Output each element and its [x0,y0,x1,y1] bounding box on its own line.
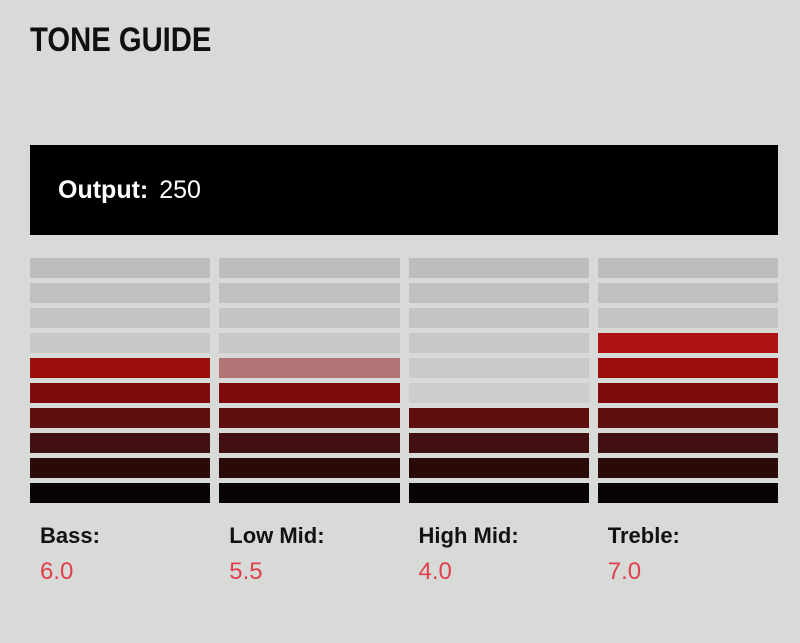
meter-segment [408,308,589,328]
channel-label: High Mid: [418,523,519,548]
meter-segment [597,283,778,303]
meter-segment [597,408,778,428]
meter-column-high-mid: High Mid: 4.0 [408,258,589,586]
meter-segment [30,483,211,503]
channel-value: 5.5 [229,558,263,585]
meter-segment [408,483,589,503]
meter-segment [408,458,589,478]
meter-segment [597,258,778,278]
meter-segment [408,283,589,303]
meter-segment [30,308,211,328]
meter-segment [30,458,211,478]
channel-label: Treble: [607,523,680,548]
meter-segment [597,308,778,328]
channel-value: 7.0 [607,558,642,585]
tone-guide-panel: TONE GUIDE Output: 250 Bass: 6.0 Low Mid: 5… [30,21,778,586]
meter-segment [219,408,400,428]
meter-segment [597,358,778,378]
meter-segment [219,283,400,303]
meter-segment [597,458,778,478]
meter-segment [597,383,778,403]
meter-segment [408,408,589,428]
meter-segment [408,383,589,403]
meter-segment [219,383,400,403]
meter-segment [30,408,211,428]
meter-segment [597,433,778,453]
meter-column-treble: Treble: 7.0 [597,258,778,586]
page-title: TONE GUIDE [30,21,212,59]
channel-value: 4.0 [418,558,452,585]
meter-segment [30,333,211,353]
output-label: Output: [58,175,149,204]
meter-column-low-mid: Low Mid: 5.5 [219,258,400,586]
meter-segment [408,433,589,453]
meter-segment [30,433,211,453]
output-value: 250 [159,175,201,204]
meter-segment [219,308,400,328]
meter-segment [408,358,589,378]
meter-segment [219,358,400,378]
meter-segment [219,333,400,353]
channel-label: Bass: [40,523,100,548]
meter-segment [597,333,778,353]
channel-label: Low Mid: [229,523,325,548]
meter-segment [30,358,211,378]
channel-value: 6.0 [40,558,74,585]
meter-segment [30,258,211,278]
meter-segment [597,483,778,503]
meter-segment [408,258,589,278]
meter-segment [219,258,400,278]
meter-segment [30,383,211,403]
meter-segment [30,283,211,303]
meter-segment [219,433,400,453]
tone-meters: Bass: 6.0 Low Mid: 5.5 High Mid: 4.0 Treble: 7.… [30,258,778,586]
meter-column-bass: Bass: 6.0 [30,258,211,586]
output-display: Output: 250 [30,145,778,235]
meter-segment [219,458,400,478]
meter-segment [219,483,400,503]
meter-segment [408,333,589,353]
